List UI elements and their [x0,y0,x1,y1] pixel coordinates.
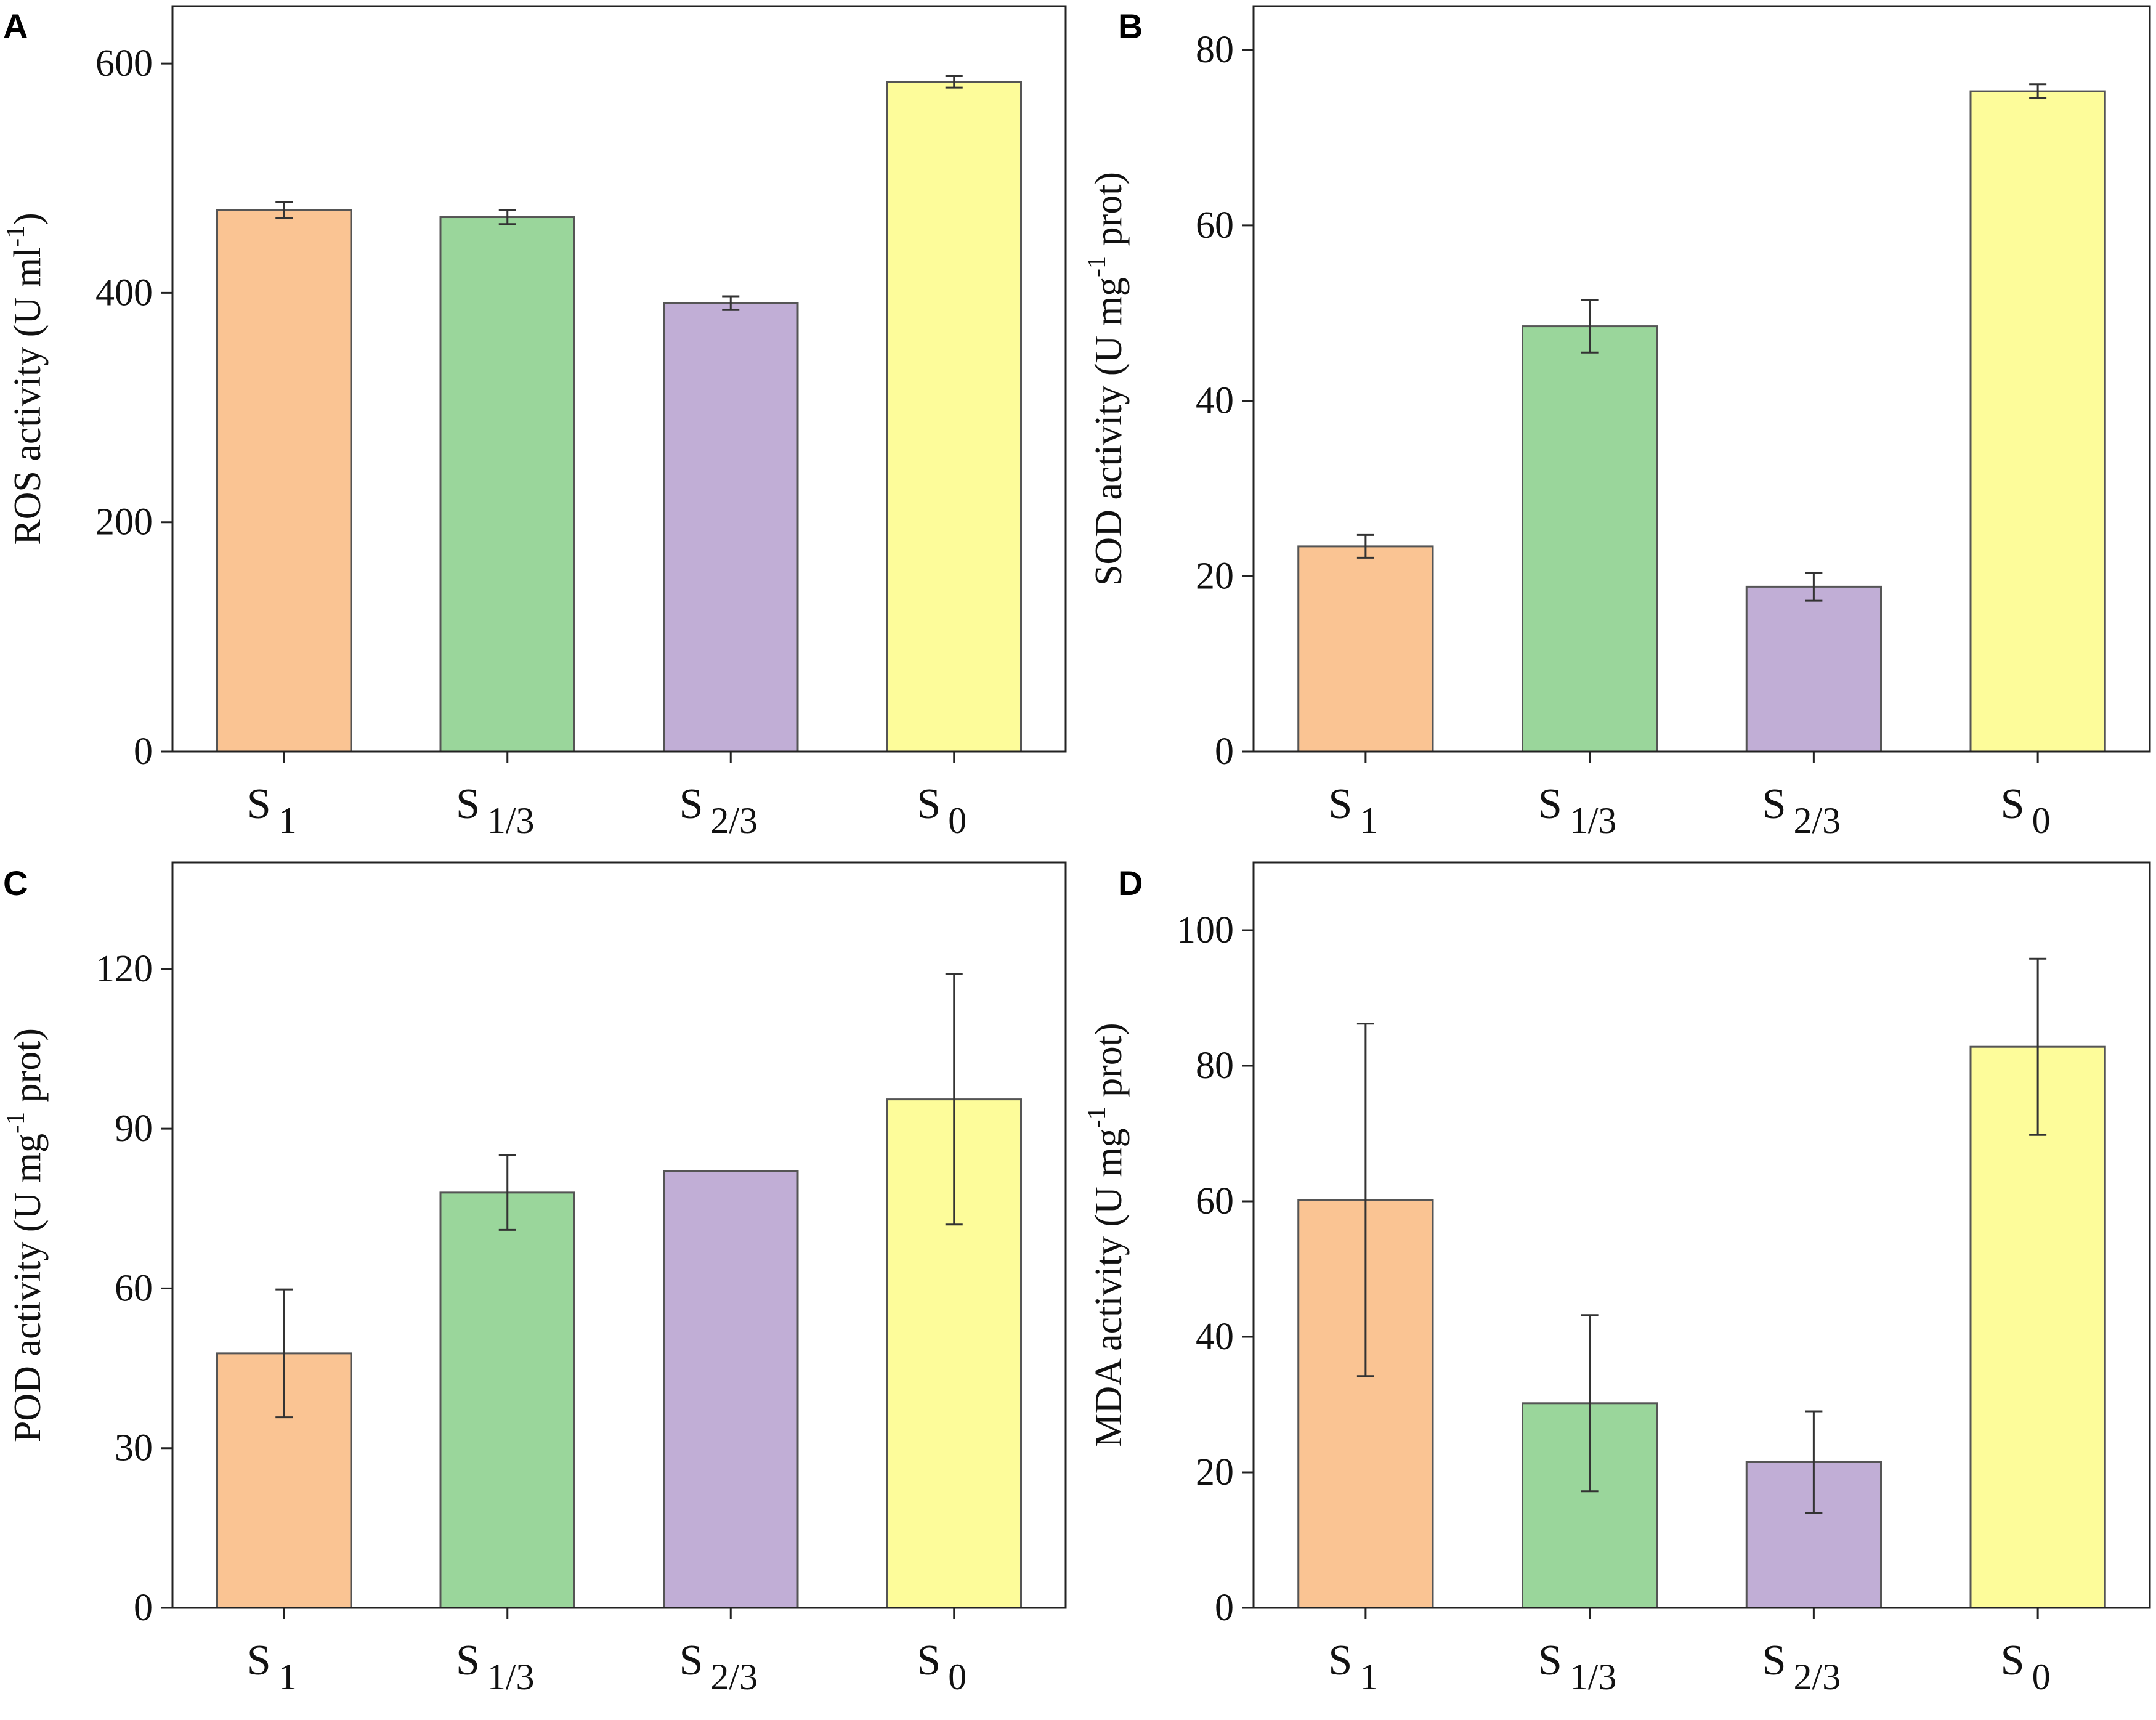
panel-b-ytick-label-4: 80 [1196,29,1234,71]
panel-b-bar-s0 [1969,90,2106,753]
panel-b-bar-s1 [1297,545,1434,753]
panel-a-bar-s1-3 [439,216,575,753]
panel-a-bar-s1 [216,209,352,753]
panel-a-ylabel: ROS activity (U ml-1) [2,213,49,545]
panel-b-error-bar-s2-3 [1805,572,1823,602]
panel-a-bar-s2-3 [663,302,799,753]
panel-c-ytick-label-2: 60 [115,1267,153,1309]
panel-d-frame [1252,861,2151,1609]
panel-a-error-bar-s1 [275,201,293,219]
panel-b-letter: B [1118,7,1143,46]
panel-d-error-bar-s1-3 [1581,1314,1599,1493]
panel-c-error-bar-s1-3 [498,1154,516,1231]
panel-a-frame [171,5,1067,753]
panel-d-error-bar-s1 [1356,1023,1374,1377]
panel-c-ytick-label-1: 30 [115,1427,153,1469]
panel-b-xtick-label-s2-3: S 2/3 [1762,781,1841,841]
panel-a-error-bar-s1-3 [498,209,516,225]
panel-c-ylabel: POD activity (U mg-1 prot) [2,1028,49,1442]
panel-c-error-bar-s1 [275,1288,293,1419]
panel-a-ytick-label-1: 200 [95,501,153,543]
panel-d-ylabel: MDA activity (U mg-1 prot) [1083,1023,1130,1447]
panel-a-bar-s0 [886,81,1022,753]
panel-b-error-bar-s0 [2029,83,2047,99]
panel-c-error-bar-s0 [945,973,963,1226]
panel-a-ytick-label-0: 0 [134,731,153,773]
panel-b-ytick-label-2: 40 [1196,380,1234,422]
panel-d-ytick-label-1: 20 [1196,1451,1234,1493]
panel-c-letter: C [3,864,28,903]
panel-a-ytick-label-2: 400 [95,272,153,314]
panel-d-letter: D [1118,864,1143,903]
panel-b-error-bar-s1 [1356,533,1374,559]
panel-d-ytick-label-2: 40 [1196,1316,1234,1358]
panel-b-xtick-label-s1-3: S 1/3 [1538,781,1617,841]
panel-a-xtick-label-s2-3: S 2/3 [679,781,758,841]
panel-b: B S 1 S 1/3 S 2/3 S 0 0 20 40 60 80 SOD activity (U mg… [1083,5,2151,841]
panel-c-ytick-label-3: 90 [115,1108,153,1150]
panel-b-bar-s1-3 [1522,325,1658,753]
panel-c: C S 1 S 1/3 S 2/3 S 0 0 30 60 90 120 POD activity (U m… [2,861,1067,1697]
panel-a-ytick-label-3: 600 [95,43,153,84]
panel-b-ytick-label-3: 60 [1196,205,1234,246]
panel-c-ytick-label-4: 120 [95,948,153,990]
panel-b-ytick-label-0: 0 [1215,731,1234,773]
panel-d: D S 1 S 1/3 S 2/3 S 0 0 20 40 60 80 100 MDA activity (U… [1083,861,2151,1697]
panel-b-bar-s2-3 [1745,585,1882,753]
panel-d-ytick-label-0: 0 [1215,1587,1234,1629]
panel-d-ytick-label-5: 100 [1177,909,1234,951]
panel-b-error-bar-s1-3 [1581,299,1599,354]
panel-d-error-bar-s0 [2029,957,2047,1136]
panel-d-bar-s0 [1969,1045,2106,1609]
panel-a-letter: A [3,7,28,46]
panel-b-frame [1252,5,2151,753]
panel-d-ytick-label-4: 80 [1196,1045,1234,1087]
panel-c-ytick-label-0: 0 [134,1587,153,1629]
panel-d-error-bar-s2-3 [1805,1410,1823,1514]
panel-d-xtick-label-s2-3: S 2/3 [1762,1637,1841,1697]
panel-c-bar-s1-3 [439,1191,575,1609]
panel-a-xtick-label-s1-3: S 1/3 [456,781,535,841]
panel-c-bar-s2-3 [663,1170,799,1609]
panel-c-xtick-label-s1-3: S 1/3 [456,1637,535,1697]
panel-a: A S 1 S 1/3 S 2/3 S 0 0 200 400 600 ROS activity (U m… [2,5,1067,841]
panel-b-ytick-label-1: 20 [1196,555,1234,597]
panel-c-frame [171,861,1067,1609]
panel-a-error-bar-s0 [945,75,963,89]
panel-d-xtick-label-s1-3: S 1/3 [1538,1637,1617,1697]
panel-d-ytick-label-3: 60 [1196,1180,1234,1222]
panel-a-error-bar-s2-3 [722,295,740,311]
panel-c-xtick-label-s2-3: S 2/3 [679,1637,758,1697]
panel-b-ylabel: SOD activity (U mg-1 prot) [1083,172,1130,586]
